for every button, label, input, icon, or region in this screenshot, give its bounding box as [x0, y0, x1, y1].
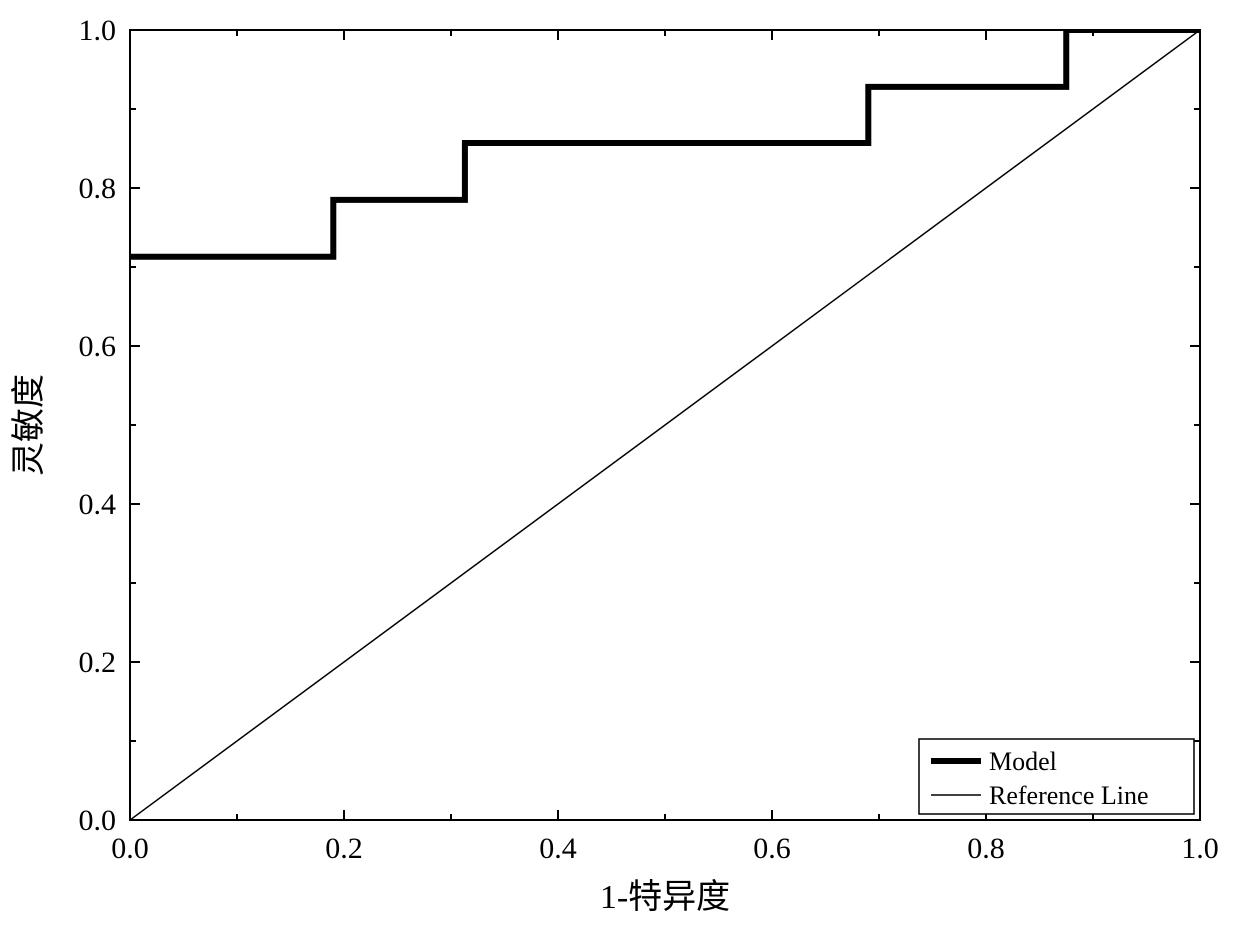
x-tick-label: 0.6: [753, 832, 791, 865]
x-tick-label: 0.4: [539, 832, 577, 865]
legend-label: Reference Line: [989, 781, 1149, 810]
x-tick-label: 1.0: [1181, 832, 1219, 865]
y-tick-label: 0.0: [79, 804, 117, 837]
x-tick-label: 0.0: [111, 832, 149, 865]
y-tick-label: 0.2: [79, 646, 117, 679]
roc-chart: 0.0 0.2 0.4 0.6 0.8 1.0 0.0 0.2 0.4 0.6 0.8 1.0 1-特异…: [0, 0, 1240, 929]
x-tick-label: 0.8: [967, 832, 1005, 865]
x-tick-label: 0.2: [325, 832, 363, 865]
y-tick-label: 0.4: [79, 488, 117, 521]
y-tick-label: 0.8: [79, 172, 117, 205]
x-axis-label: 1-特异度: [600, 878, 730, 916]
legend-label: Model: [989, 747, 1057, 776]
y-axis-label: 灵敏度: [10, 374, 48, 476]
chart-svg: 0.0 0.2 0.4 0.6 0.8 1.0 0.0 0.2 0.4 0.6 0.8 1.0 1-特异…: [0, 0, 1240, 929]
y-tick-label: 0.6: [79, 330, 117, 363]
y-tick-label: 1.0: [79, 14, 117, 47]
